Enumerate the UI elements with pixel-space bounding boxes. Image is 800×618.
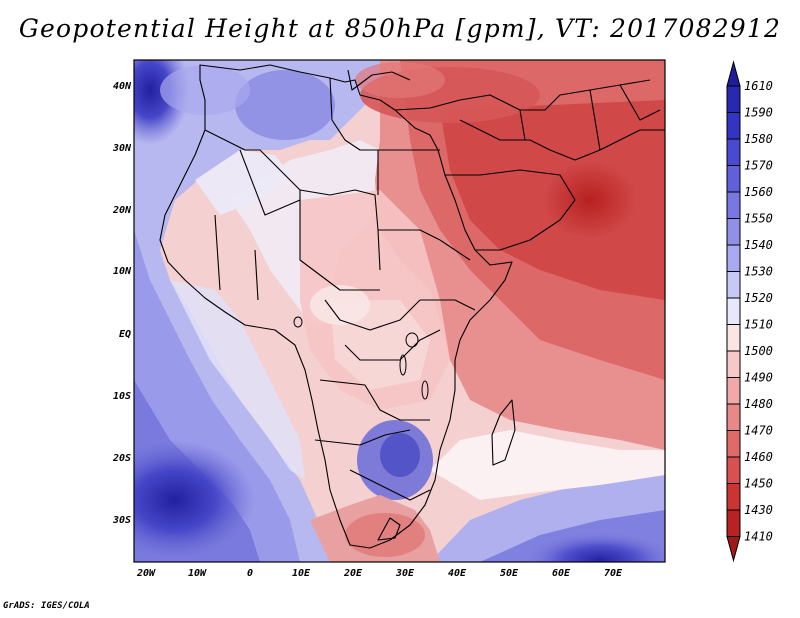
colorbar-label: 1550 (744, 212, 773, 226)
colorbar-label: 1580 (744, 132, 773, 146)
colorbar-swatch (726, 218, 741, 246)
colorbar-swatch (726, 509, 741, 537)
colorbar-label: 1480 (744, 397, 773, 411)
colorbar-swatch (726, 165, 741, 193)
colorbar-label: 1590 (744, 106, 773, 120)
lon-label-30e: 30E (395, 568, 415, 579)
colorbar-swatch (726, 112, 741, 140)
longitude-labels: 20W 10W 0 10E 20E 30E 40E 50E 60E 70E (136, 568, 623, 579)
colorbar-swatch (726, 191, 741, 219)
colorbar-label: 1450 (744, 477, 773, 491)
lon-label-0: 0 (247, 568, 253, 579)
colorbar-label: 1570 (744, 159, 773, 173)
colorbar-cap-top (726, 60, 741, 87)
colorbar-label: 1460 (744, 450, 773, 464)
country-borders (159, 64, 665, 549)
lon-label-10w: 10W (188, 568, 207, 579)
colorbar: 1610 1590 1580 1570 1560 1550 1540 1530 1520 1510… (726, 60, 773, 563)
colorbar-label: 1510 (744, 318, 773, 332)
height-field (134, 60, 665, 562)
colorbar-swatch (726, 430, 741, 458)
colorbar-swatch (726, 324, 741, 352)
colorbar-swatch (726, 456, 741, 484)
colorbar-label: 1470 (744, 424, 773, 438)
colorbar-label: 1560 (744, 185, 773, 199)
lon-label-70e: 70E (604, 568, 623, 579)
colorbar-swatch (726, 377, 741, 405)
lon-label-50e: 50E (500, 568, 519, 579)
colorbar-cap-bottom (726, 536, 741, 563)
lat-label-30n: 30N (112, 143, 132, 154)
colorbar-label: 1490 (744, 371, 773, 385)
colorbar-label: 1530 (744, 265, 773, 279)
lat-label-10s: 10S (113, 391, 131, 402)
lon-label-20e: 20E (343, 568, 363, 579)
lat-label-30s: 30S (112, 515, 131, 526)
lon-label-20w: 20W (136, 568, 156, 579)
colorbar-swatch (726, 271, 741, 299)
colorbar-swatch (726, 297, 741, 325)
lakes (293, 316, 429, 400)
colorbar-label: 1430 (744, 503, 773, 517)
grads-credit: GrADS: IGES/COLA (3, 601, 90, 611)
map-frame (133, 59, 666, 563)
colorbar-swatch (726, 403, 741, 431)
colorbar-label: 1500 (744, 344, 773, 358)
colorbar-swatch (726, 483, 741, 511)
colorbar-swatch (726, 244, 741, 272)
colorbar-label: 1410 (744, 530, 773, 544)
colorbar-swatch (726, 85, 741, 113)
lat-label-eq: EQ (119, 329, 131, 340)
lat-label-20n: 20N (112, 205, 132, 216)
latitude-labels: 40N 30N 20N 10N EQ 10S 20S 30S (112, 81, 132, 526)
lat-label-10n: 10N (113, 266, 132, 277)
colorbar-label: 1540 (744, 238, 773, 252)
lon-label-10e: 10E (292, 568, 311, 579)
colorbar-swatch (726, 138, 741, 166)
lon-label-40e: 40E (448, 568, 467, 579)
colorbar-swatch (726, 350, 741, 378)
lat-label-40n: 40N (113, 81, 132, 92)
lon-label-60e: 60E (552, 568, 571, 579)
colorbar-label: 1520 (744, 291, 773, 305)
map-title: Geopotential Height at 850hPa [gpm], VT:… (18, 14, 782, 43)
lat-label-20s: 20S (112, 453, 131, 464)
colorbar-label: 1610 (744, 79, 773, 93)
